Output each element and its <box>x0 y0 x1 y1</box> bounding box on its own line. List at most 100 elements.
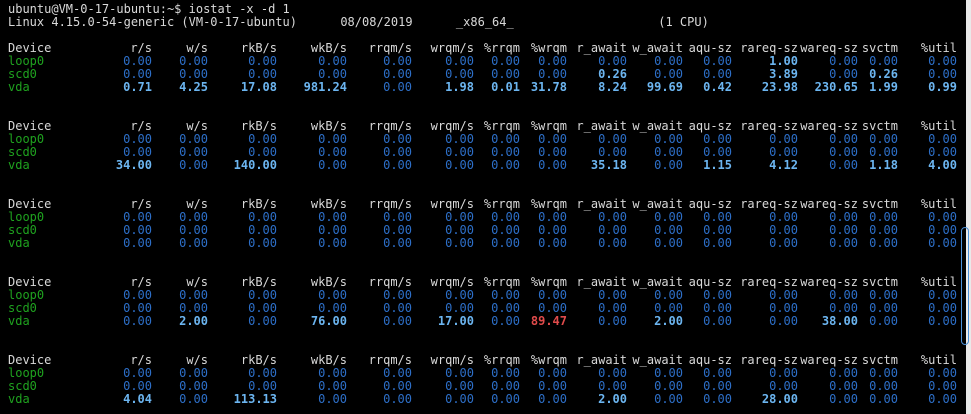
column-header: %util <box>920 41 957 55</box>
stat-value: 0.00 <box>829 379 858 393</box>
column-header: aqu-sz <box>688 119 732 133</box>
stat-value: 0.00 <box>769 314 798 328</box>
column-header: r/s <box>130 275 152 289</box>
device-name: scd0 <box>8 301 37 315</box>
column-header: r_await <box>576 353 627 367</box>
stat-value: 0.00 <box>869 54 898 68</box>
stat-value: 0.00 <box>123 366 152 380</box>
stat-value: 0.00 <box>869 301 898 315</box>
stat-value: 0.00 <box>598 54 627 68</box>
stat-value: 0.00 <box>829 132 858 146</box>
stat-value: 0.00 <box>123 314 152 328</box>
stat-value: 0.00 <box>179 288 208 302</box>
stat-value: 0.00 <box>703 54 732 68</box>
scrollbar-track[interactable] <box>966 0 971 414</box>
column-header: rkB/s <box>240 119 277 133</box>
stat-value: 0.00 <box>928 54 957 68</box>
stat-value: 0.00 <box>703 132 732 146</box>
stat-value: 0.00 <box>491 158 520 172</box>
stat-value: 0.00 <box>491 210 520 224</box>
stat-value: 0.00 <box>598 210 627 224</box>
stat-value: 0.00 <box>491 379 520 393</box>
column-header: w_await <box>632 353 683 367</box>
stat-value: 0.00 <box>318 392 347 406</box>
stat-value: 89.47 <box>530 314 567 328</box>
stat-value: 0.00 <box>869 223 898 237</box>
column-header: %wrqm <box>530 41 567 55</box>
column-header: wkB/s <box>310 353 347 367</box>
device-row-loop0: loop0 0.00 0.00 0.00 0.00 0.00 0.00 0.00 0.00 0.0… <box>8 367 971 380</box>
column-header: Device <box>8 353 52 367</box>
stat-value: 0.00 <box>598 379 627 393</box>
stat-value: 0.00 <box>179 67 208 81</box>
stat-value: 1.18 <box>869 158 898 172</box>
stat-value: 0.00 <box>179 236 208 250</box>
stat-value: 0.00 <box>383 301 412 315</box>
column-header: aqu-sz <box>688 41 732 55</box>
stats-header-row: Device r/s w/s rkB/s wkB/s rrqm/s wrqm/s %rrqm%… <box>8 120 971 133</box>
column-header: r_await <box>576 275 627 289</box>
stat-value: 0.00 <box>318 54 347 68</box>
column-header: wareq-sz <box>800 275 858 289</box>
stat-value: 0.00 <box>123 301 152 315</box>
stat-value: 0.00 <box>703 314 732 328</box>
stat-value: 0.00 <box>248 379 277 393</box>
stat-value: 0.00 <box>829 288 858 302</box>
stat-value: 0.00 <box>769 288 798 302</box>
column-header: Device <box>8 197 52 211</box>
column-header: rareq-sz <box>740 353 798 367</box>
stat-value: 0.00 <box>445 301 474 315</box>
stat-value: 0.00 <box>445 288 474 302</box>
column-header: %wrqm <box>530 197 567 211</box>
stat-value: 0.00 <box>869 288 898 302</box>
stat-value: 113.13 <box>233 392 277 406</box>
stat-value: 3.89 <box>769 67 798 81</box>
stat-value: 0.00 <box>703 210 732 224</box>
stat-value: 0.00 <box>445 223 474 237</box>
iostat-report: Device r/s w/s rkB/s wkB/s rrqm/s wrqm/s %rrqm%… <box>8 42 971 406</box>
column-header: wrqm/s <box>430 197 474 211</box>
stat-value: 0.00 <box>318 236 347 250</box>
scrollbar-thumb[interactable] <box>961 227 969 345</box>
stat-value: 0.00 <box>538 236 567 250</box>
stat-value: 0.00 <box>928 132 957 146</box>
stat-value: 1.15 <box>703 158 732 172</box>
device-row-vda: vda 0.00 2.00 0.00 76.00 0.00 17.00 0.00 89.47 0.… <box>8 315 971 328</box>
column-header: r_await <box>576 197 627 211</box>
column-header: rareq-sz <box>740 197 798 211</box>
device-name: vda <box>8 80 30 94</box>
stat-value: 0.00 <box>538 379 567 393</box>
device-row-scd0: scd0 0.00 0.00 0.00 0.00 0.00 0.00 0.00 0.00 0.00… <box>8 380 971 393</box>
device-row-scd0: scd0 0.00 0.00 0.00 0.00 0.00 0.00 0.00 0.00 0.00… <box>8 224 971 237</box>
stat-value: 0.00 <box>123 288 152 302</box>
column-header: %rrqm <box>483 41 520 55</box>
column-header: %wrqm <box>530 353 567 367</box>
stat-value: 2.00 <box>654 314 683 328</box>
stat-value: 0.00 <box>928 314 957 328</box>
stat-value: 0.00 <box>445 145 474 159</box>
stat-value: 0.00 <box>829 158 858 172</box>
stat-value: 0.00 <box>445 158 474 172</box>
stat-value: 0.00 <box>829 67 858 81</box>
stat-value: 0.00 <box>869 210 898 224</box>
column-header: svctm <box>861 353 898 367</box>
stat-value: 0.00 <box>829 223 858 237</box>
column-header: %util <box>920 197 957 211</box>
stat-value: 0.00 <box>179 158 208 172</box>
stat-value: 0.00 <box>318 132 347 146</box>
stat-value: 0.00 <box>769 301 798 315</box>
stat-value: 0.00 <box>179 145 208 159</box>
column-header: w/s <box>186 353 208 367</box>
stat-value: 0.00 <box>654 210 683 224</box>
stat-value: 0.00 <box>598 145 627 159</box>
column-header: %util <box>920 353 957 367</box>
stat-value: 0.00 <box>928 67 957 81</box>
stat-value: 0.00 <box>318 366 347 380</box>
system-info-line: Linux 4.15.0-54-generic (VM-0-17-ubuntu)… <box>8 15 709 29</box>
stat-value: 0.00 <box>703 223 732 237</box>
stat-value: 0.00 <box>318 379 347 393</box>
stat-value: 0.00 <box>248 210 277 224</box>
device-row-loop0: loop0 0.00 0.00 0.00 0.00 0.00 0.00 0.00 0.00 0.0… <box>8 289 971 302</box>
stat-value: 0.00 <box>248 288 277 302</box>
